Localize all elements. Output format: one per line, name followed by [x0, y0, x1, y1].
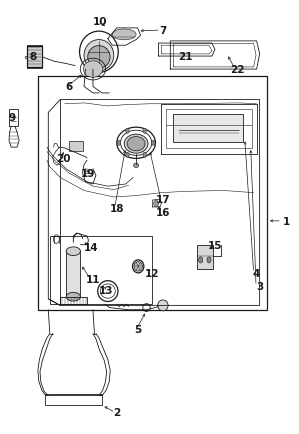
- Text: 12: 12: [145, 268, 160, 278]
- Ellipse shape: [127, 137, 145, 151]
- Bar: [66, 252, 80, 297]
- Text: 8: 8: [29, 52, 36, 62]
- Circle shape: [143, 129, 147, 134]
- Bar: [197, 245, 213, 269]
- Circle shape: [126, 153, 129, 158]
- Text: 15: 15: [208, 240, 222, 250]
- Bar: [50, 237, 152, 304]
- Text: 7: 7: [159, 26, 167, 36]
- Ellipse shape: [124, 135, 148, 154]
- Text: 17: 17: [155, 195, 170, 205]
- Text: 11: 11: [86, 275, 100, 285]
- Text: 22: 22: [230, 65, 245, 75]
- Text: 1: 1: [283, 216, 290, 226]
- Text: 9: 9: [8, 112, 16, 122]
- Ellipse shape: [84, 40, 114, 72]
- Text: 16: 16: [156, 208, 170, 218]
- Circle shape: [154, 201, 158, 207]
- Ellipse shape: [112, 30, 136, 41]
- Bar: [166, 110, 252, 149]
- Bar: [45, 395, 102, 405]
- Circle shape: [152, 141, 155, 146]
- Circle shape: [143, 153, 147, 158]
- Text: 3: 3: [256, 281, 263, 291]
- Bar: [69, 141, 83, 152]
- Ellipse shape: [83, 62, 103, 78]
- Ellipse shape: [134, 262, 142, 272]
- Text: 4: 4: [253, 268, 260, 278]
- Ellipse shape: [199, 257, 203, 263]
- Circle shape: [126, 129, 129, 134]
- Text: 2: 2: [113, 408, 120, 418]
- Text: 21: 21: [178, 52, 193, 62]
- Ellipse shape: [66, 293, 80, 301]
- Bar: [28, 47, 42, 68]
- Ellipse shape: [207, 257, 211, 263]
- Bar: [38, 76, 267, 310]
- Text: 13: 13: [99, 286, 114, 296]
- Text: 18: 18: [109, 204, 124, 214]
- Text: 14: 14: [84, 242, 99, 252]
- Text: 20: 20: [56, 154, 71, 164]
- Circle shape: [117, 141, 120, 146]
- Bar: [27, 46, 42, 69]
- Ellipse shape: [133, 164, 139, 168]
- Text: 19: 19: [81, 169, 96, 179]
- Ellipse shape: [88, 46, 110, 69]
- Ellipse shape: [158, 300, 168, 311]
- Text: 6: 6: [65, 82, 73, 92]
- Text: 10: 10: [93, 17, 108, 27]
- Ellipse shape: [66, 247, 80, 256]
- Bar: [173, 115, 243, 143]
- Text: 5: 5: [134, 325, 141, 335]
